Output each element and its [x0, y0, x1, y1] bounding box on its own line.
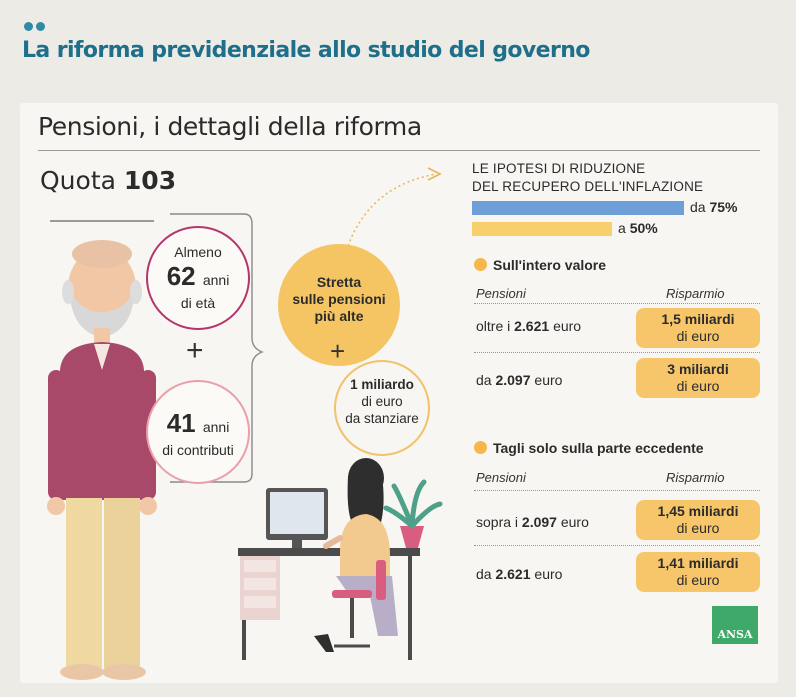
woman-at-desk-illustration: [238, 458, 443, 660]
row-suffix: euro: [560, 514, 589, 530]
headline: La riforma previdenziale allo studio del…: [22, 38, 590, 63]
saving-pill: 1,45 miliardi di euro: [636, 500, 760, 540]
inflation-title-line2: DEL RECUPERO DELL'INFLAZIONE: [472, 179, 704, 194]
ansa-logo: ANSA: [712, 606, 758, 644]
dotted-arrow: [347, 167, 442, 247]
plus-sign: +: [186, 334, 204, 367]
row-prefix: oltre i: [476, 318, 511, 334]
row-suffix: euro: [534, 566, 563, 582]
quota-label: Quota 103: [40, 166, 176, 195]
section1-title: Sull'intero valore: [474, 257, 606, 273]
saving-unit: di euro: [676, 520, 720, 536]
saving-value: 1,41 miliardi: [657, 555, 739, 571]
section1-col-risparmio: Risparmio: [666, 286, 725, 301]
fund-line2: di euro: [361, 394, 403, 409]
saving-unit: di euro: [676, 572, 720, 588]
bar-75-value: 75%: [709, 199, 738, 215]
contrib-number: 41: [166, 408, 196, 438]
row-amount: 2.621: [514, 318, 550, 334]
bar-75-label: da 75%: [690, 199, 738, 215]
row-amount: 2.097: [521, 514, 557, 530]
saving-value: 1,45 miliardi: [657, 503, 739, 519]
fund-circle: 1 miliardo di euro da stanziare: [334, 360, 430, 456]
stretta-line1: Stretta: [316, 274, 362, 290]
bar-75: [472, 201, 684, 215]
bar-50-prefix: a: [618, 220, 626, 236]
fund-line3: da stanziare: [345, 411, 419, 426]
age-circle: Almeno 62 anni di età: [146, 226, 250, 330]
saving-unit: di euro: [676, 378, 720, 394]
section2-col-risparmio: Risparmio: [666, 470, 725, 485]
row-amount: 2.621: [495, 566, 531, 582]
contrib-unit: anni: [202, 419, 230, 435]
bar-50: [472, 222, 612, 236]
row-prefix: da: [476, 566, 492, 582]
row-amount: 2.097: [495, 372, 531, 388]
divider: [474, 545, 760, 546]
quota-value: 103: [123, 166, 177, 195]
table-row-label: da 2.621 euro: [476, 566, 562, 582]
section2-col-pensioni: Pensioni: [476, 470, 526, 485]
section1-col-pensioni: Pensioni: [476, 286, 526, 301]
saving-pill: 1,5 miliardi di euro: [636, 308, 760, 348]
saving-unit: di euro: [676, 328, 720, 344]
stretta-line2: sulle pensioni: [292, 291, 386, 307]
bar-50-value: 50%: [629, 220, 658, 236]
plus-sign-2: +: [330, 336, 346, 366]
stretta-circle: Stretta sulle pensioni più alte: [278, 244, 400, 366]
age-bottom: di età: [180, 295, 216, 311]
age-unit: anni: [202, 272, 230, 288]
divider: [474, 352, 760, 353]
bar-75-prefix: da: [690, 199, 706, 215]
table-row-label: oltre i 2.621 euro: [476, 318, 581, 334]
section2-title: Tagli solo sulla parte eccedente: [474, 440, 704, 456]
fund-line1: 1 miliardo: [350, 377, 414, 392]
row-prefix: da: [476, 372, 492, 388]
divider: [474, 303, 760, 304]
row-suffix: euro: [534, 372, 563, 388]
inflation-title-line1: LE IPOTESI DI RIDUZIONE: [472, 161, 646, 176]
saving-value: 1,5 miliardi: [661, 311, 735, 327]
age-top: Almeno: [174, 244, 222, 260]
divider: [474, 490, 760, 491]
bracket: [170, 213, 264, 483]
contributions-circle: 41 anni di contributi: [146, 380, 250, 484]
saving-value: 3 miliardi: [667, 361, 729, 377]
row-prefix: sopra i: [476, 514, 519, 530]
quota-word: Quota: [40, 166, 116, 195]
saving-pill: 3 miliardi di euro: [636, 358, 760, 398]
inflation-title: LE IPOTESI DI RIDUZIONE DEL RECUPERO DEL…: [472, 160, 703, 196]
title-divider: [38, 150, 760, 151]
table-row-label: sopra i 2.097 euro: [476, 514, 589, 530]
stretta-line3: più alte: [314, 308, 364, 324]
table-row-label: da 2.097 euro: [476, 372, 562, 388]
age-number: 62: [166, 261, 196, 291]
row-suffix: euro: [553, 318, 582, 334]
contrib-bottom: di contributi: [162, 442, 234, 458]
elderly-man-illustration: [47, 220, 157, 680]
saving-pill: 1,41 miliardi di euro: [636, 552, 760, 592]
page-title: Pensioni, i dettagli della riforma: [38, 112, 422, 141]
bar-50-label: a 50%: [618, 220, 658, 236]
header-dots: [24, 22, 45, 31]
